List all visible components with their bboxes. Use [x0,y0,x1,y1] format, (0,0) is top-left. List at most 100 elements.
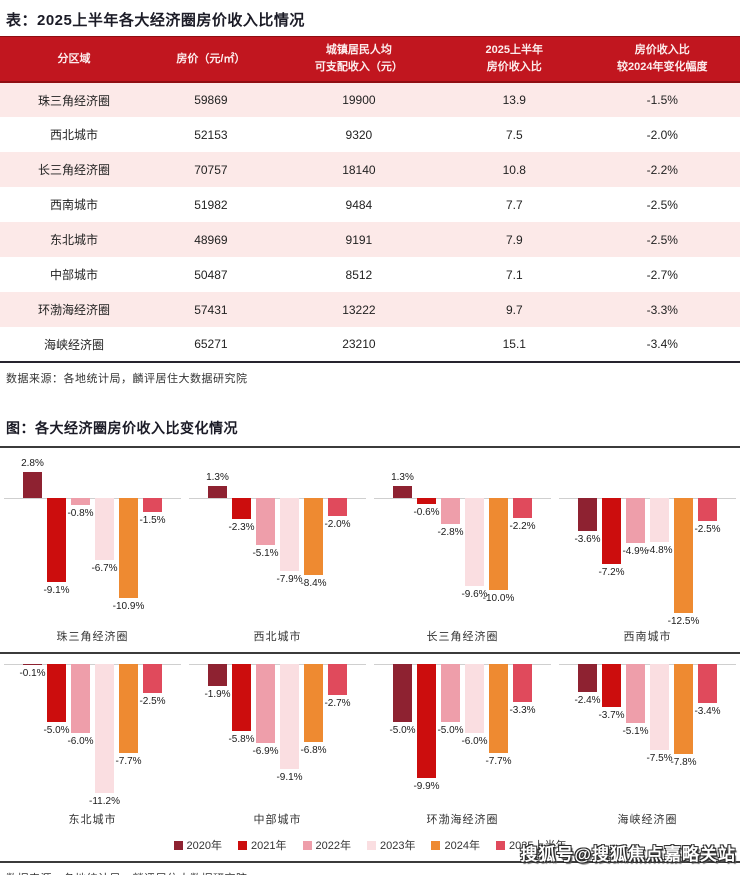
bar-2021年 [602,498,621,565]
table-cell: 7.1 [443,257,585,293]
bar-value-label: -4.9% [622,546,649,558]
table-cell: 海峡经济圈 [0,327,148,363]
bar-2021年 [417,498,436,505]
bar-2020年 [393,664,412,723]
chart-panel: 1.3% -0.6% -2.8% -9.6% -10.0% -2.2% 长三角经济圈 [370,448,555,644]
bar-value-label: -3.6% [574,534,601,546]
figure-title: 图：各大经济圈房价收入比变化情况 [6,420,238,437]
bar-value-label: -2.4% [574,695,601,707]
footer-divider [0,861,740,864]
table-cell: 59869 [148,82,274,118]
table-source-note: 数据来源：各地统计局，麟评居住大数据研究院 [6,373,248,386]
bar-2024年 [304,664,323,743]
bar-2024年 [674,498,693,614]
bar-value-label: -2.5% [139,696,166,708]
table-cell: 52153 [148,117,274,153]
table-cell: 东北城市 [0,222,148,258]
bar-2025上半年 [698,498,717,522]
legend-item: 2024年 [431,837,480,853]
bar-2024年 [119,664,138,754]
bar-value-label: -2.2% [509,521,536,533]
table-body: 珠三角经济圈 59869 19900 13.9 -1.5% 西北城市 52153 9320 7.… [0,82,740,363]
chart-plot: 1.3% -0.6% -2.8% -9.6% -10.0% -2.2% [370,448,555,626]
bar-2022年 [441,498,460,525]
bar-2022年 [626,498,645,544]
bar-value-label: -0.6% [413,507,440,519]
legend-item: 2022年 [302,837,351,853]
chart-subtitle: 长三角经济圈 [426,631,499,644]
table-cell: 10.8 [443,152,585,188]
table-cell: 18140 [273,152,444,188]
bar-value-label: -6.7% [91,563,118,575]
bar-2023年 [650,498,669,543]
table-cell: -2.2% [584,152,740,188]
table-title: 表：2025上半年各大经济圈房价收入比情况 [6,12,305,29]
table-cell: 7.5 [443,117,585,153]
chart-plot: -5.0% -9.9% -5.0% -6.0% -7.7% -3.3% [370,654,555,809]
bar-2020年 [208,486,227,499]
bar-2023年 [95,498,114,561]
watermark: 搜狐号@搜狐焦点嘉略关站 [520,845,736,864]
legend-label: 2022年 [315,840,351,853]
zero-axis-line [189,664,366,666]
bar-2021年 [232,498,251,520]
column-header: 房价（元/㎡） [148,36,274,84]
bar-value-label: 1.3% [206,472,229,484]
bar-value-label: -3.7% [598,710,625,722]
bar-2025上半年 [143,664,162,694]
table-cell: -2.5% [584,187,740,223]
legend-label: 2025上半年 [508,840,567,853]
bar-2020年 [578,664,597,693]
table-cell: -2.0% [584,117,740,153]
table-cell: 西北城市 [0,117,148,153]
table-cell: 9484 [273,187,444,223]
column-header: 房价收入比 较2024年变化幅度 [584,36,740,84]
chart-plot: -0.1% -5.0% -6.0% -11.2% -7.7% -2.5% [0,654,185,809]
legend-item: 2023年 [367,837,415,853]
table-row: 海峡经济圈 65271 23210 15.1 -3.4% [0,327,740,363]
bar-value-label: -2.3% [228,522,255,534]
bar-2023年 [280,664,299,770]
bar-2023年 [650,664,669,751]
chart-plot: 2.8% -9.1% -0.8% -6.7% -10.9% -1.5% [0,448,185,626]
bar-value-label: -1.5% [139,515,166,527]
bar-2020年 [208,664,227,687]
figure-source-note: 数据来源：各地统计局，麟评居住大数据研究院 [0,863,740,875]
bar-2025上半年 [513,664,532,703]
zero-axis-line [374,498,551,500]
chart-legend: 2020年 2021年 2022年 2023年 2024年 2025上半年 [0,837,740,853]
bar-2024年 [489,664,508,754]
bar-2025上半年 [328,664,347,696]
table-cell: 西南城市 [0,187,148,223]
table-cell: 长三角经济圈 [0,152,148,188]
bar-value-label: -5.0% [389,725,416,737]
table-cell: 13222 [273,292,444,328]
bar-2022年 [441,664,460,723]
table-cell: 70757 [148,152,274,188]
column-header: 分区域 [0,36,148,84]
table-cell: 9320 [273,117,444,153]
bar-value-label: -5.1% [622,726,649,738]
bar-value-label: -5.8% [228,734,255,746]
bar-value-label: -2.0% [324,519,351,531]
table-row: 长三角经济圈 70757 18140 10.8 -2.2% [0,152,740,188]
table-row: 环渤海经济圈 57431 13222 9.7 -3.3% [0,292,740,328]
table-cell: 9191 [273,222,444,258]
table-cell: -3.4% [584,327,740,363]
chart-panel: 1.3% -2.3% -5.1% -7.9% -8.4% -2.0% 西北城市 [185,448,370,644]
bar-value-label: -9.1% [43,585,70,597]
bar-2020年 [393,486,412,499]
bar-value-label: -6.8% [300,745,327,757]
table-row: 东北城市 48969 9191 7.9 -2.5% [0,222,740,258]
bar-value-label: -3.3% [509,705,536,717]
table-cell: 50487 [148,257,274,293]
table-cell: 环渤海经济圈 [0,292,148,328]
legend-swatch [431,840,441,850]
bar-2021年 [47,664,66,723]
bar-2021年 [232,664,251,732]
table-cell: 65271 [148,327,274,363]
legend-item: 2020年 [173,837,222,853]
chart-subtitle: 西北城市 [253,631,302,644]
chart-plot: -2.4% -3.7% -5.1% -7.5% -7.8% -3.4% [555,654,740,809]
chart-subtitle: 西南城市 [623,631,672,644]
